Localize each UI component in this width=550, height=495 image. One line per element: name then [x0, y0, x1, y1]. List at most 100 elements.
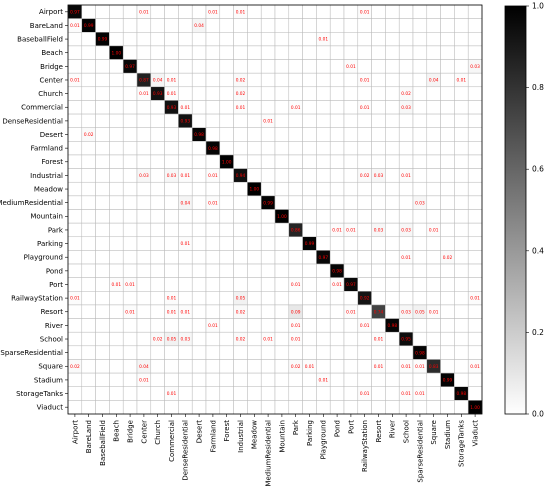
- heatmap-cell: [343, 209, 359, 224]
- heatmap-cell: [247, 127, 262, 142]
- heatmap-cell: [95, 236, 110, 251]
- heatmap-cell: [150, 195, 165, 210]
- heatmap-cell: [219, 18, 234, 33]
- y-tick-label: Center: [39, 76, 63, 84]
- heatmap-cell: [81, 4, 96, 19]
- heatmap-cell: [343, 181, 359, 197]
- heatmap-cell: [205, 86, 221, 101]
- heatmap-cell: [260, 277, 276, 292]
- heatmap-cell: [288, 86, 303, 101]
- heatmap-cell: [150, 45, 165, 60]
- heatmap-cell: [247, 304, 262, 319]
- heatmap-cell: [233, 222, 248, 238]
- heatmap-cell: [316, 345, 331, 360]
- heatmap-cell: [385, 209, 400, 224]
- heatmap-cell: [81, 59, 96, 74]
- x-tick-label: Park: [292, 419, 300, 435]
- heatmap-cell: [357, 372, 372, 387]
- heatmap-cell: [454, 236, 469, 251]
- heatmap-cell: [122, 331, 138, 347]
- heatmap-cell: [178, 277, 193, 292]
- heatmap-cell: [95, 100, 110, 115]
- heatmap-cell: [219, 386, 234, 401]
- y-tick-label: Meadow: [34, 185, 63, 193]
- heatmap-cell: [136, 141, 152, 156]
- heatmap-cell: [274, 222, 290, 238]
- heatmap-cell: [122, 100, 138, 115]
- x-tick-label: Square: [430, 420, 438, 445]
- cell-value-label: 0.01: [167, 78, 177, 84]
- heatmap-cell: [302, 59, 317, 74]
- heatmap-cell: [109, 318, 124, 333]
- y-tick-label: Playground: [24, 254, 63, 262]
- heatmap-cell: [385, 141, 400, 156]
- heatmap-cell: [440, 45, 455, 60]
- heatmap-cell: [398, 372, 414, 387]
- heatmap-cell: [329, 236, 345, 251]
- heatmap-cell: [247, 318, 262, 333]
- heatmap-cell: [122, 291, 138, 306]
- heatmap-cell: [247, 359, 262, 374]
- y-tick-label: SparseResidential: [0, 349, 63, 357]
- heatmap-cell: [178, 127, 193, 142]
- cell-value-label: 0.01: [360, 105, 370, 111]
- cell-value-label: 0.03: [181, 337, 191, 343]
- heatmap-cell: [95, 400, 110, 415]
- heatmap-cell: [67, 141, 83, 156]
- heatmap-cell: [316, 209, 331, 224]
- heatmap-cell: [412, 168, 428, 183]
- heatmap-cell: [247, 222, 262, 238]
- heatmap-cell: [371, 345, 386, 360]
- heatmap-cell: [260, 318, 276, 333]
- heatmap-cell: [95, 277, 110, 292]
- heatmap-cell: [426, 386, 441, 401]
- heatmap-cell: [426, 277, 441, 292]
- heatmap-cell: [81, 386, 96, 401]
- heatmap-cell: [164, 45, 179, 60]
- heatmap-cell: [109, 236, 124, 251]
- heatmap-cell: [150, 359, 165, 374]
- heatmap-cell: [302, 168, 317, 183]
- cell-value-label: 0.02: [236, 337, 246, 343]
- heatmap-cell: [191, 32, 207, 47]
- heatmap-cell: [440, 72, 455, 88]
- heatmap-cell: [233, 277, 248, 292]
- heatmap-cell: [440, 141, 455, 156]
- heatmap-cell: [191, 86, 207, 101]
- cell-value-label: 0.02: [153, 337, 163, 343]
- heatmap-cell: [329, 4, 345, 19]
- heatmap-cell: [440, 32, 455, 47]
- heatmap-cell: [343, 263, 359, 278]
- heatmap-cell: [302, 331, 317, 347]
- y-tick-label: MediumResidential: [0, 199, 63, 207]
- heatmap-cell: [260, 250, 276, 265]
- heatmap-cell: [426, 400, 441, 415]
- heatmap-cell: [219, 236, 234, 251]
- heatmap-cell: [412, 222, 428, 238]
- heatmap-cell: [288, 32, 303, 47]
- heatmap-cell: [67, 168, 83, 183]
- heatmap-cell: [247, 345, 262, 360]
- heatmap-cell: [302, 345, 317, 360]
- heatmap-cell: [136, 400, 152, 415]
- heatmap-cell: [385, 195, 400, 210]
- cell-value-label: 0.03: [139, 173, 149, 179]
- heatmap-cell: [136, 18, 152, 33]
- heatmap-cell: [454, 345, 469, 360]
- cell-value-label: 0.04: [139, 364, 149, 370]
- heatmap-cell: [109, 4, 124, 19]
- heatmap-cell: [109, 32, 124, 47]
- y-tick-label: Desert: [40, 131, 64, 139]
- heatmap-cell: [233, 236, 248, 251]
- heatmap-cell: [260, 32, 276, 47]
- heatmap-cell: [81, 277, 96, 292]
- cell-value-label: 0.02: [236, 78, 246, 84]
- cell-value-label: 0.01: [208, 9, 218, 15]
- heatmap-cell: [191, 386, 207, 401]
- heatmap-cell: [150, 209, 165, 224]
- heatmap-cell: [164, 372, 179, 387]
- heatmap-cell: [150, 291, 165, 306]
- heatmap-cell: [95, 4, 110, 19]
- heatmap-cell: [440, 277, 455, 292]
